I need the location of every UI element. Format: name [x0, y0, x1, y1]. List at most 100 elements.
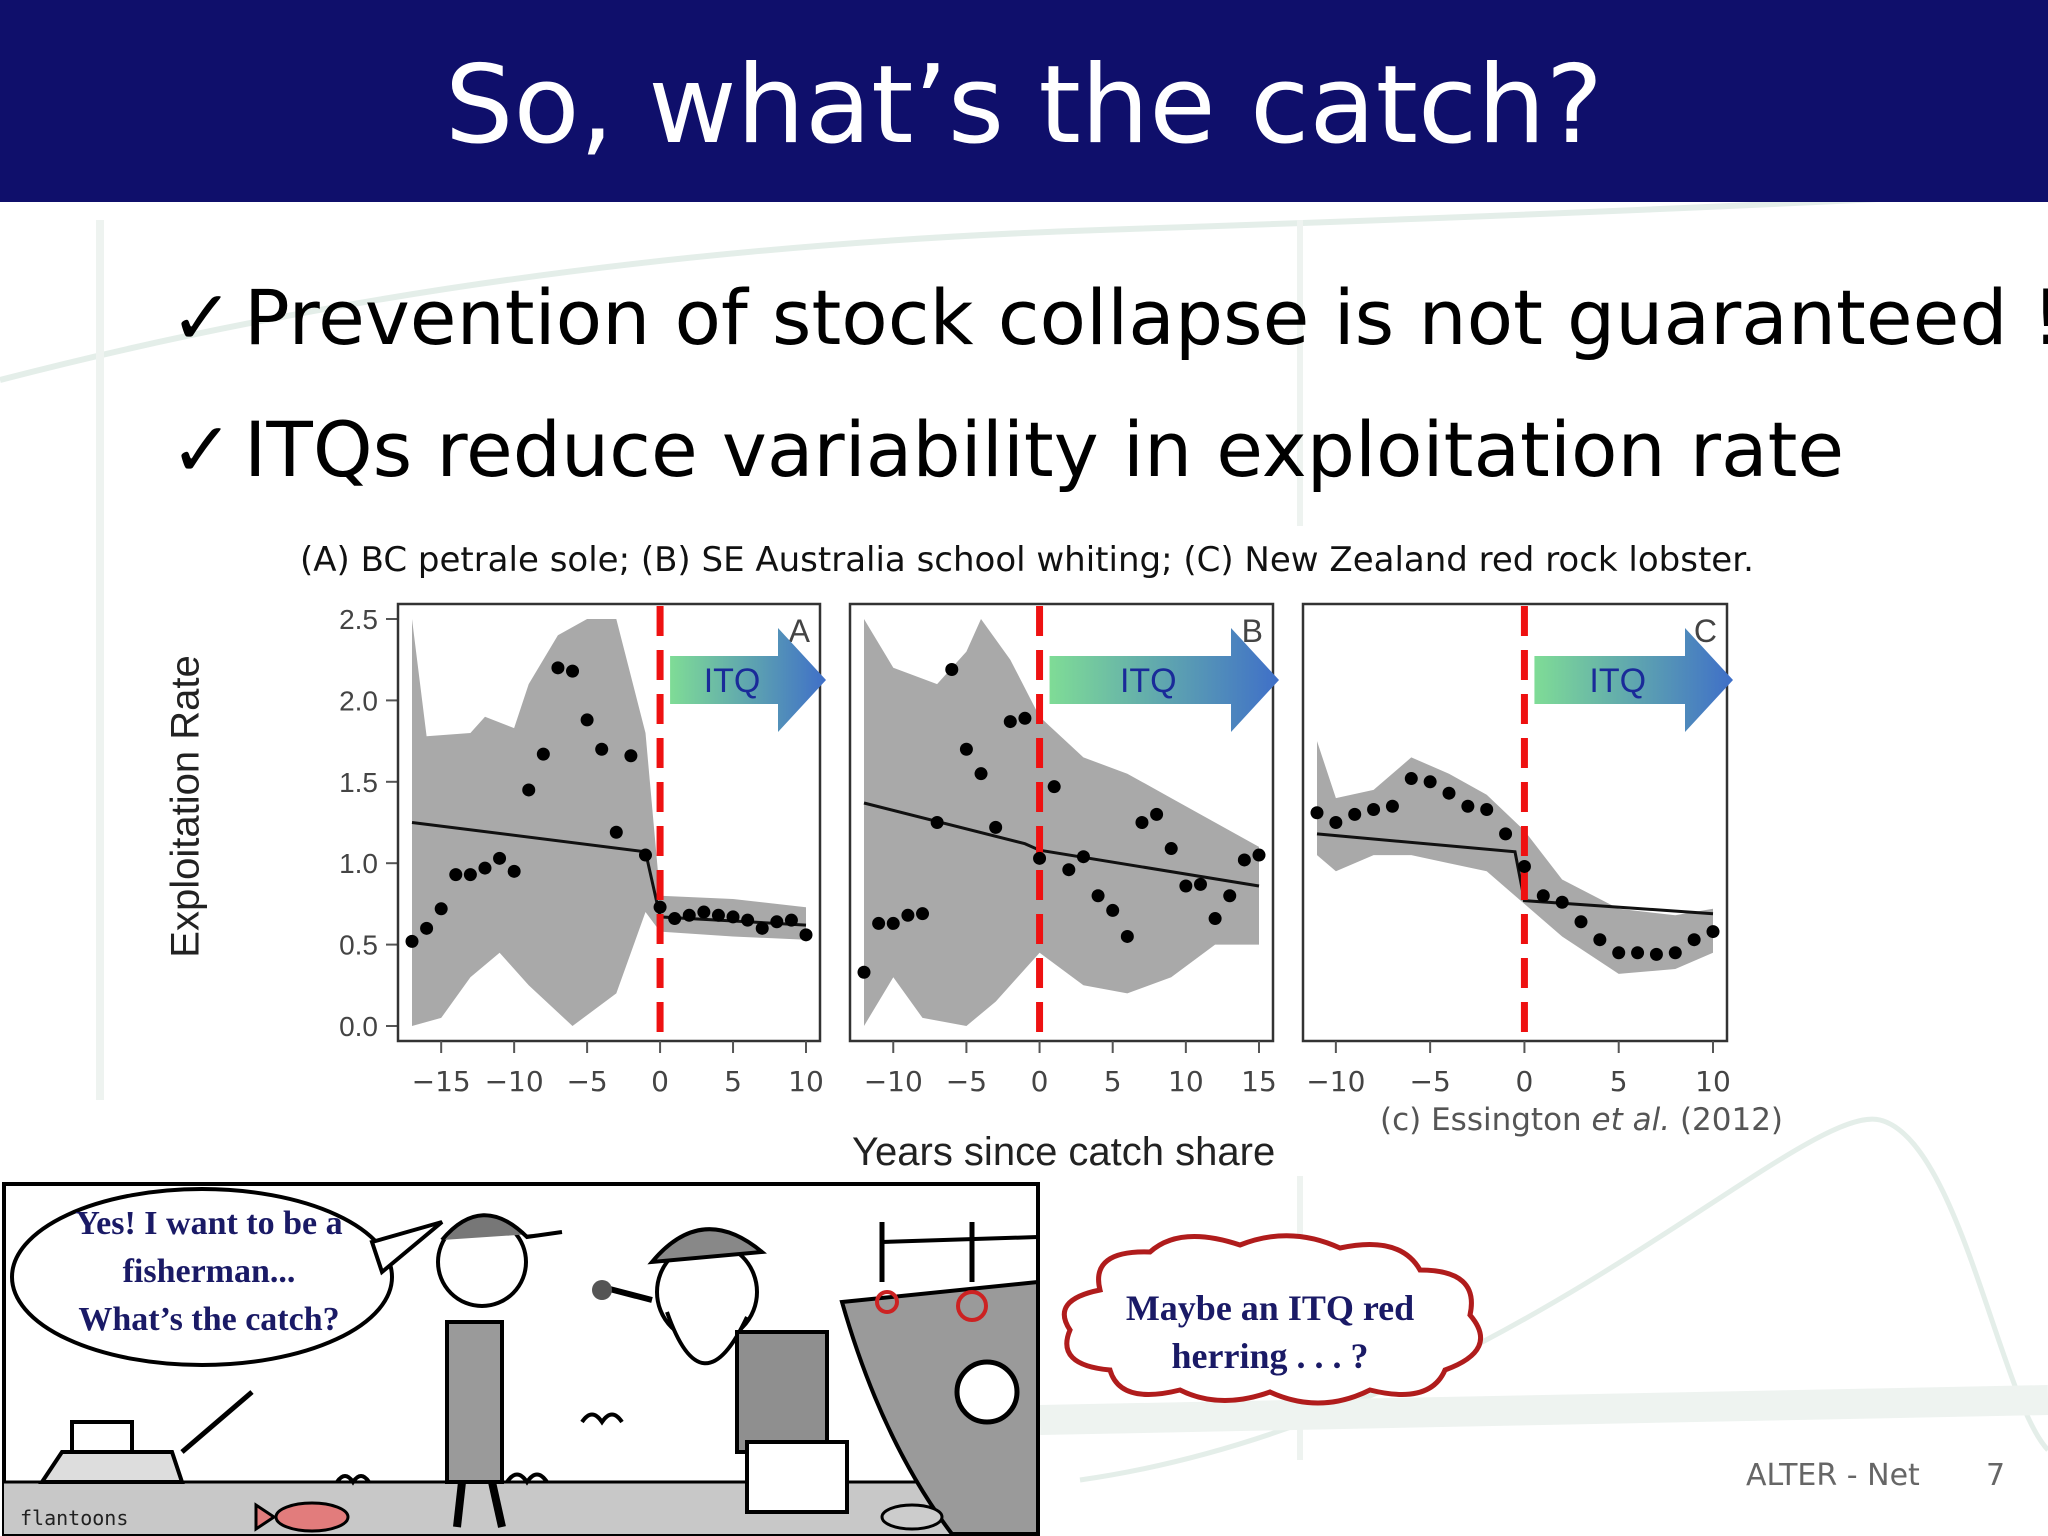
confidence-band — [412, 619, 806, 1026]
data-point — [668, 912, 682, 926]
x-axis-label: Years since catch share — [852, 1130, 1276, 1174]
data-point — [1706, 925, 1720, 939]
data-point — [1329, 816, 1343, 829]
y-axis-label: Exploitation Rate — [163, 655, 208, 958]
page-number: 7 — [1986, 1458, 2006, 1493]
data-point — [1033, 851, 1047, 865]
data-point — [784, 913, 798, 927]
bullet-item: ✓ Prevention of stock collapse is not gua… — [170, 268, 2048, 368]
data-point — [901, 908, 915, 922]
data-point — [1461, 799, 1475, 813]
speech-line: Maybe an ITQ red — [1125, 1288, 1415, 1328]
itq-arrow-icon — [1534, 628, 1733, 732]
itq-arrow-icon — [1049, 628, 1279, 732]
confidence-band — [864, 619, 1259, 1026]
slide-title: So, what’s the catch? — [444, 43, 1604, 168]
data-point — [1404, 772, 1418, 786]
data-point — [1536, 889, 1550, 903]
panel-frame — [1301, 602, 1729, 1043]
speech-line: What’s the catch? — [78, 1301, 340, 1338]
data-point — [930, 816, 944, 829]
x-tick-label: 5 — [724, 1065, 742, 1098]
data-point — [857, 965, 871, 979]
data-point — [741, 913, 755, 927]
y-axis: 0.0 0.5 1.0 1.5 2.0 2.5 — [339, 604, 398, 1042]
bullet-text: Prevention of stock collapse is not guar… — [244, 273, 2048, 362]
data-point — [886, 916, 900, 930]
x-tick-label: −5 — [1410, 1065, 1451, 1098]
bullet-item: ✓ ITQs reduce variability in exploitation… — [170, 400, 1844, 500]
fit-line — [863, 801, 1260, 888]
data-point — [551, 661, 565, 675]
y-tick-label: 2.5 — [339, 604, 378, 635]
data-point — [1179, 879, 1193, 893]
data-point — [1003, 715, 1017, 729]
data-point — [1106, 903, 1120, 917]
x-tick-label: 5 — [1104, 1065, 1122, 1098]
fit-line — [1316, 832, 1714, 916]
data-point — [872, 916, 886, 930]
fisherman-cartoon — [2, 1182, 1040, 1536]
x-tick-label: −10 — [864, 1065, 923, 1098]
data-point — [566, 664, 580, 678]
data-point — [1208, 912, 1222, 926]
speech-bubble-right: Maybe an ITQ red herring . . . ? — [1090, 1284, 1450, 1380]
x-tick-label: −5 — [946, 1065, 987, 1098]
data-point — [463, 868, 477, 882]
x-tick-label: 10 — [1168, 1065, 1204, 1098]
x-tick-label: 10 — [788, 1065, 824, 1098]
figure-citation: (c) Essington et al. (2012) — [1380, 1102, 1783, 1138]
thought-cloud — [1061, 1233, 1483, 1406]
panel-frame — [396, 602, 822, 1043]
data-point — [507, 864, 521, 878]
data-point — [1252, 848, 1266, 862]
data-point — [1593, 933, 1607, 947]
data-point — [1574, 915, 1588, 929]
y-tick-label: 0.5 — [339, 930, 378, 961]
speech-line: Yes! I want to be a — [75, 1205, 343, 1242]
data-point — [1555, 895, 1569, 909]
x-tick-label: 5 — [1610, 1065, 1628, 1098]
data-point — [580, 713, 594, 727]
data-point — [1091, 889, 1105, 903]
cartoon-signature: flantoons — [20, 1506, 129, 1530]
speech-line: fisherman... — [122, 1253, 296, 1290]
data-point — [1367, 802, 1381, 816]
citation-suffix: (2012) — [1670, 1102, 1784, 1138]
data-point — [1668, 946, 1682, 960]
data-point — [1385, 799, 1399, 813]
x-tick-label: 0 — [651, 1065, 669, 1098]
data-point — [1047, 780, 1061, 794]
x-tick-label: 0 — [1031, 1065, 1049, 1098]
data-point — [653, 900, 667, 914]
itq-arrow-label: ITQ — [704, 662, 761, 700]
panel-label: A — [789, 613, 811, 649]
title-bar: So, what’s the catch? — [0, 0, 2048, 202]
y-tick-label: 0.0 — [339, 1011, 378, 1042]
data-point — [989, 820, 1003, 834]
data-point — [916, 907, 930, 921]
data-point — [697, 905, 711, 919]
check-icon: ✓ — [170, 405, 234, 494]
data-point — [1423, 775, 1437, 789]
data-point — [449, 868, 463, 882]
panel-b: B ITQ −10 −5 0 5 10 15 — [848, 602, 1279, 1098]
x-tick-label: −5 — [566, 1065, 607, 1098]
data-point — [1150, 807, 1164, 821]
data-point — [1018, 711, 1032, 725]
data-point — [595, 742, 609, 756]
data-point — [1120, 929, 1134, 943]
check-icon: ✓ — [170, 273, 234, 362]
y-tick-label: 1.0 — [339, 848, 378, 879]
figure-caption: (A) BC petrale sole; (B) SE Australia sc… — [300, 540, 1754, 580]
speech-bubble-left: Yes! I want to be a fisherman... What’s … — [32, 1200, 386, 1344]
y-tick-label: 2.0 — [339, 685, 378, 716]
data-point — [682, 908, 696, 922]
x-tick-label: −10 — [1306, 1065, 1365, 1098]
data-point — [1687, 933, 1701, 947]
data-point — [1076, 850, 1090, 864]
citation-italic: et al. — [1591, 1102, 1671, 1138]
x-tick-label: 15 — [1241, 1065, 1277, 1098]
data-point — [1612, 946, 1626, 960]
